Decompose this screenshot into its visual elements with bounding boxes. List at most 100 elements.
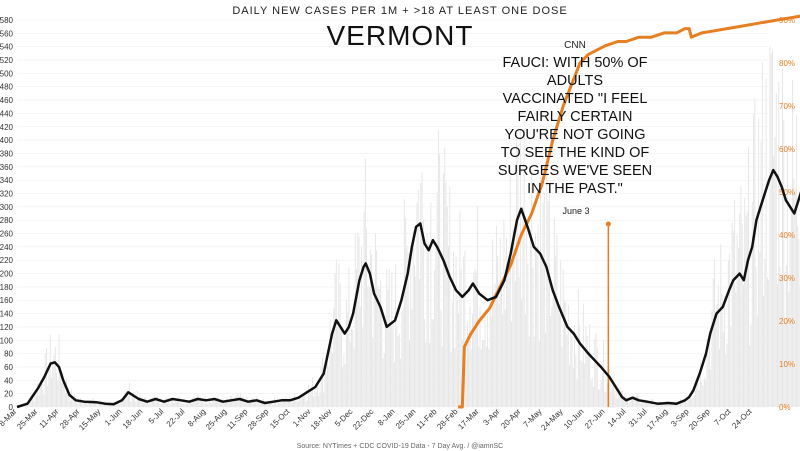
daily-case-bar: [27, 403, 28, 407]
daily-case-bar: [483, 340, 485, 407]
daily-case-bar: [629, 402, 631, 407]
daily-case-bar: [547, 201, 549, 407]
daily-case-bar: [247, 400, 249, 407]
daily-case-bar: [419, 278, 420, 407]
daily-case-bar: [276, 404, 278, 407]
daily-case-bar: [328, 366, 330, 407]
daily-case-bar: [255, 400, 257, 407]
daily-case-bar: [401, 311, 403, 407]
daily-case-bar: [454, 348, 456, 407]
daily-case-bar: [613, 381, 615, 407]
daily-case-bar: [24, 405, 26, 407]
daily-case-bar: [661, 404, 662, 407]
left-y-tick-label: 180: [0, 283, 14, 292]
daily-case-bar: [435, 243, 437, 407]
left-y-tick-label: 60: [4, 363, 13, 372]
daily-case-bar: [662, 403, 664, 407]
daily-case-bar: [605, 392, 607, 407]
daily-case-bar: [726, 343, 728, 407]
left-y-tick-label: 280: [0, 216, 14, 225]
daily-case-bar: [116, 401, 118, 407]
right-y-tick-label: 60%: [779, 145, 795, 154]
daily-case-bar: [610, 391, 612, 407]
daily-case-bar: [490, 316, 492, 407]
daily-case-bar: [286, 398, 288, 407]
daily-case-bar: [463, 256, 465, 407]
daily-case-bar: [281, 402, 283, 407]
daily-case-bar: [33, 400, 35, 407]
daily-case-bar: [507, 267, 509, 407]
daily-case-bar: [52, 363, 54, 407]
left-y-tick-label: 300: [0, 203, 14, 212]
daily-case-bar: [275, 400, 277, 407]
daily-case-bar: [340, 329, 342, 407]
daily-case-bar: [524, 314, 526, 407]
daily-case-bar: [237, 394, 239, 407]
daily-case-bar: [654, 403, 656, 407]
daily-case-bar: [30, 394, 32, 407]
daily-case-bar: [485, 346, 487, 407]
daily-case-bar: [310, 386, 312, 407]
daily-case-bar: [794, 188, 796, 407]
daily-case-bar: [206, 403, 207, 407]
daily-case-bar: [548, 184, 550, 407]
daily-case-bar: [429, 343, 431, 407]
daily-case-bar: [426, 233, 428, 407]
left-y-tick-label: 460: [0, 96, 14, 105]
daily-case-bar: [528, 336, 530, 407]
daily-case-bar: [248, 399, 250, 407]
daily-case-bar: [451, 302, 453, 407]
daily-case-bar: [687, 399, 689, 407]
daily-case-bar: [745, 216, 747, 407]
daily-case-bar: [533, 336, 535, 407]
daily-case-bar: [338, 263, 340, 407]
daily-case-bar: [153, 397, 155, 407]
daily-case-bar: [85, 401, 86, 407]
daily-case-bar: [464, 250, 466, 407]
daily-case-bar: [293, 399, 294, 407]
daily-case-bar: [759, 251, 761, 407]
daily-case-bar: [397, 336, 399, 407]
daily-case-bar: [103, 404, 105, 407]
daily-case-bar: [615, 385, 617, 407]
daily-case-bar: [603, 339, 604, 407]
daily-case-bar: [668, 403, 670, 407]
daily-case-bar: [202, 400, 204, 407]
daily-case-bar: [182, 404, 184, 407]
annotation-marker-dot: [605, 221, 611, 227]
daily-case-bar: [550, 316, 552, 407]
daily-case-bar: [531, 169, 533, 407]
daily-case-bar: [236, 395, 238, 407]
daily-case-bar: [523, 128, 525, 407]
daily-case-bar: [529, 229, 531, 407]
daily-case-bar: [140, 397, 142, 407]
daily-case-bar: [565, 302, 567, 407]
daily-case-bar: [381, 315, 383, 407]
daily-case-bar: [734, 200, 736, 407]
daily-case-bar: [739, 213, 741, 407]
daily-case-bar: [656, 403, 657, 407]
daily-case-bar: [492, 239, 494, 407]
daily-case-bar: [482, 340, 483, 407]
daily-case-bar: [32, 393, 34, 407]
daily-case-bar: [487, 314, 489, 407]
daily-case-bar: [521, 299, 523, 407]
daily-case-bar: [402, 307, 404, 407]
daily-case-bar: [722, 332, 724, 407]
daily-case-bar: [366, 228, 368, 407]
daily-case-bar: [555, 256, 557, 407]
daily-case-bar: [311, 377, 313, 407]
daily-case-bar: [489, 301, 491, 407]
daily-case-bar: [106, 405, 108, 407]
daily-case-bar: [224, 400, 226, 407]
daily-case-bar: [625, 397, 627, 407]
daily-case-bar: [315, 392, 317, 407]
daily-case-bar: [480, 349, 482, 407]
daily-case-bar: [598, 389, 599, 407]
daily-case-bar: [294, 393, 296, 407]
daily-case-bar: [77, 399, 79, 407]
daily-case-bar: [443, 173, 444, 407]
daily-case-bar: [740, 186, 742, 407]
daily-case-bar: [570, 328, 572, 407]
